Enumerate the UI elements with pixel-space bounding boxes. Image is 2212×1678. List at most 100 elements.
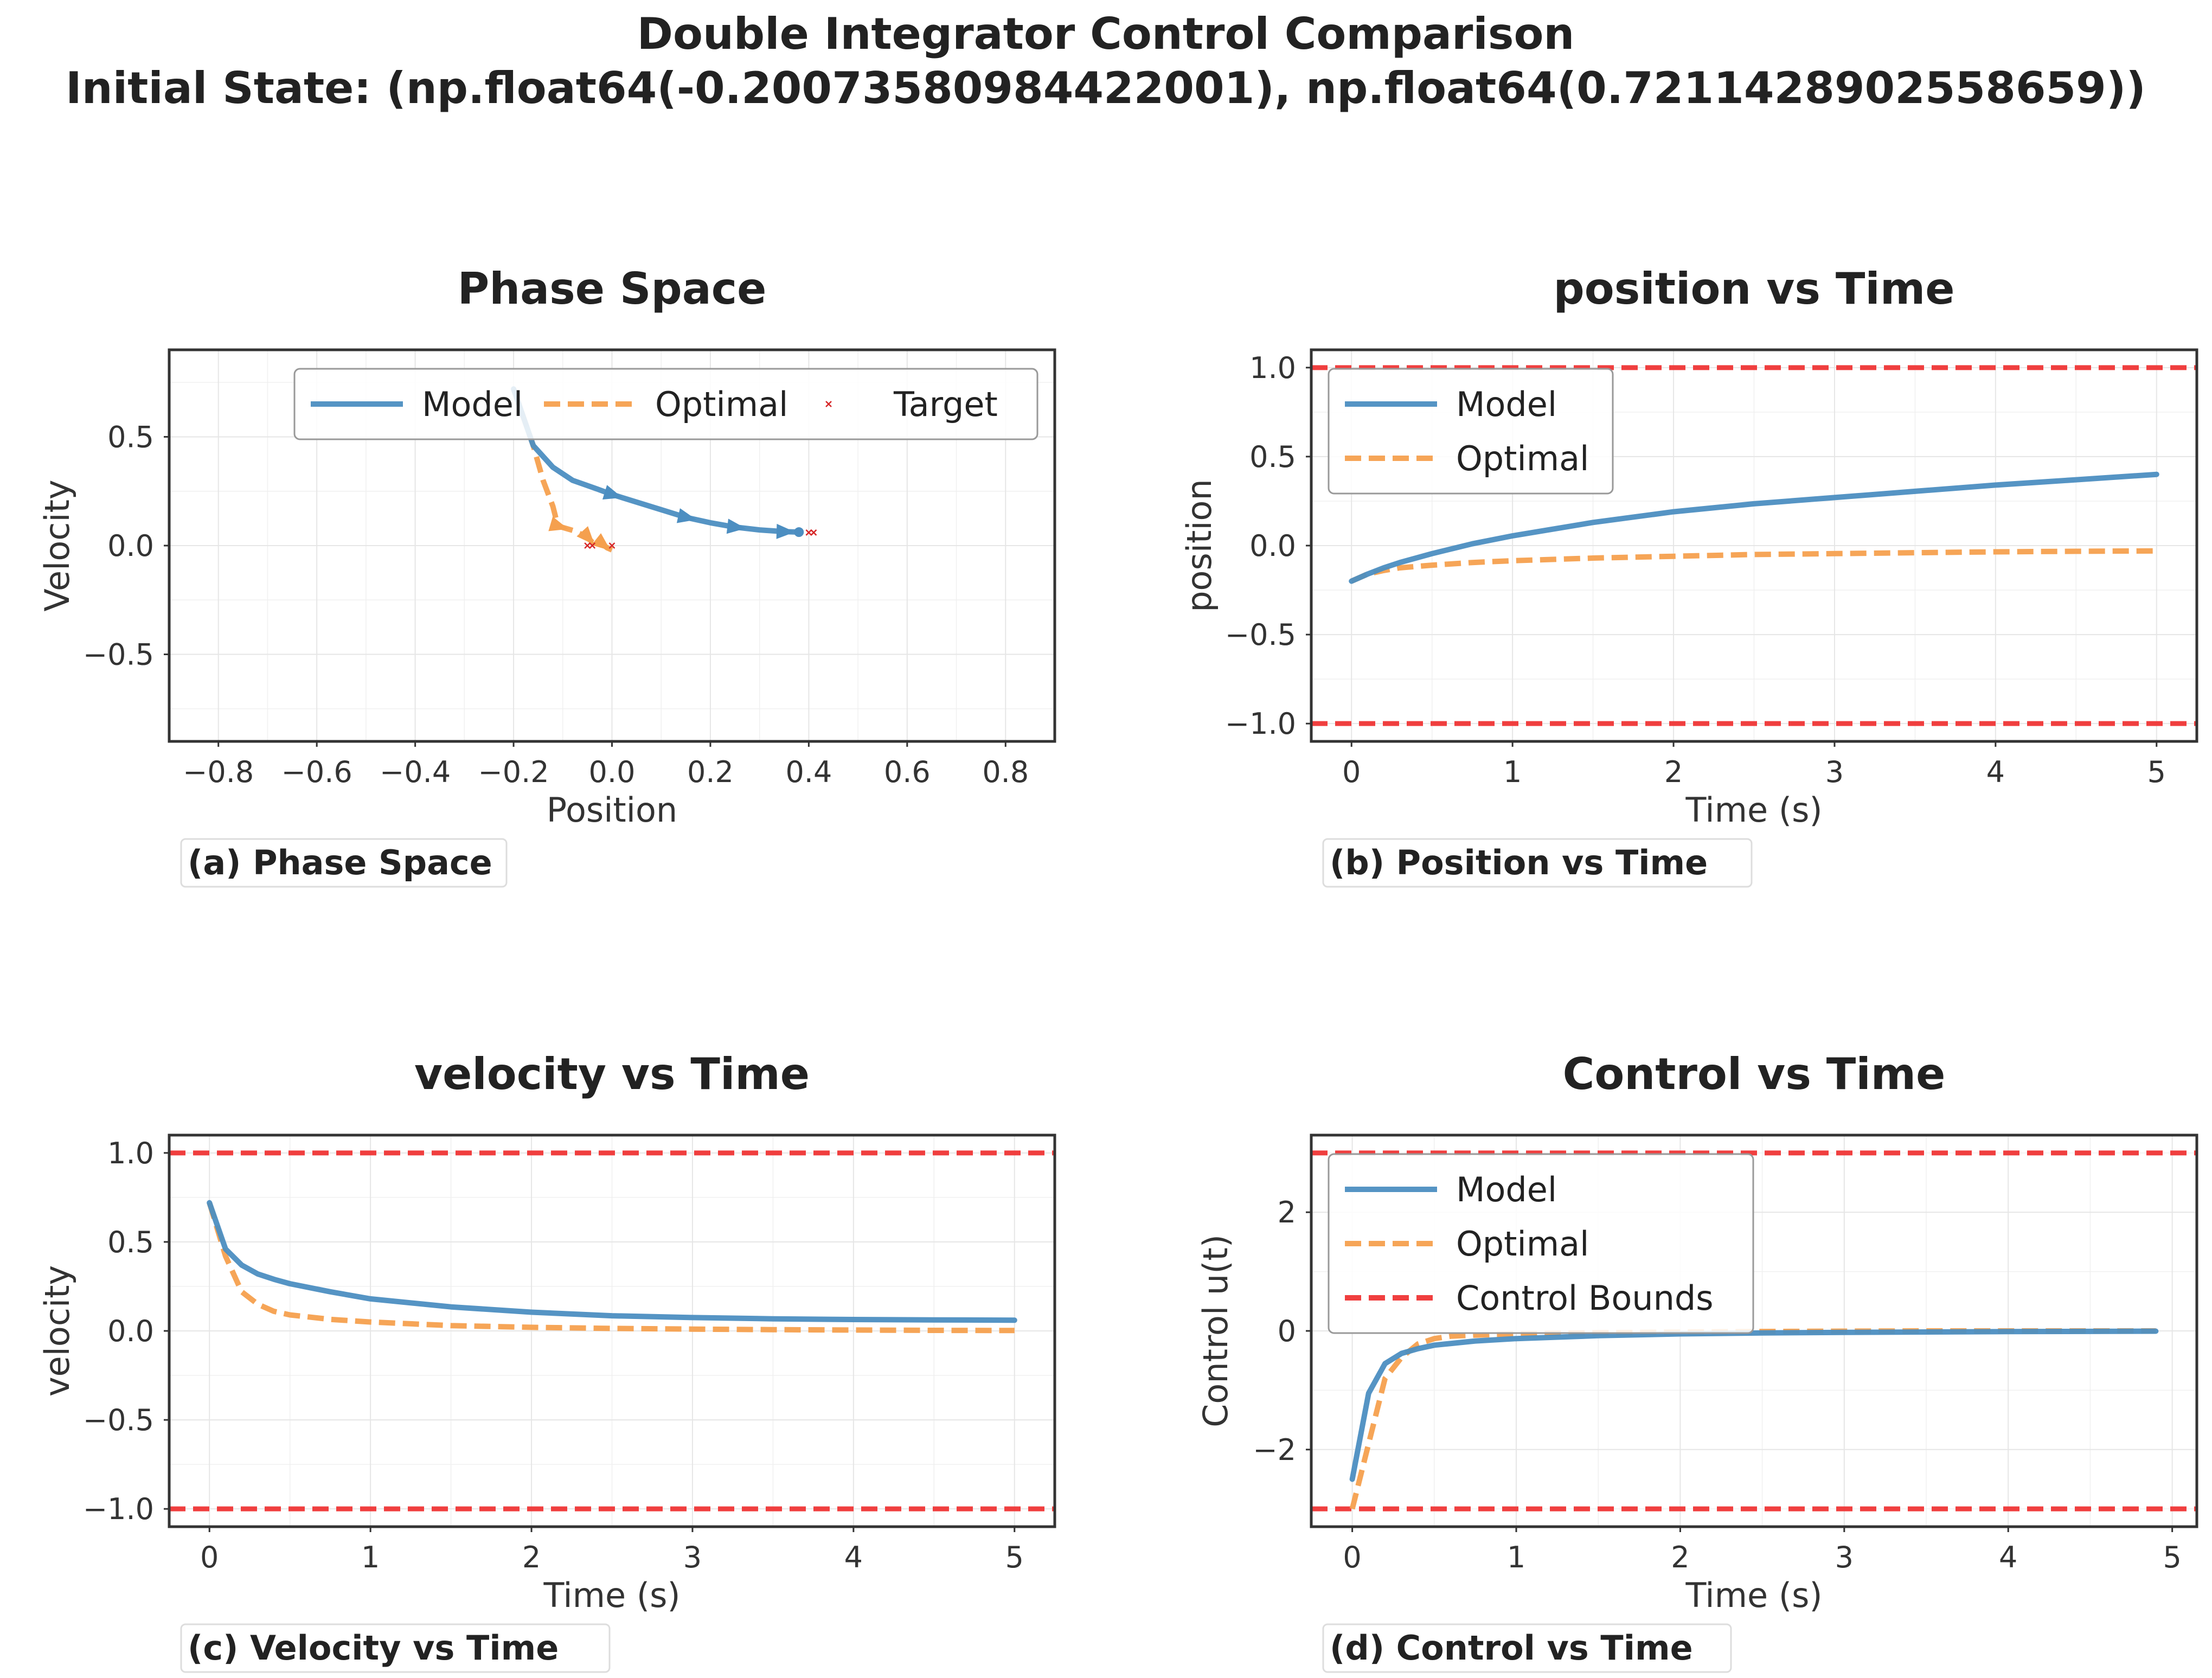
x-tick-label: 4 [1999,1540,2017,1574]
target-marker [584,542,591,549]
direction-arrow [776,523,796,539]
panel-caption-text: (d) Control vs Time [1330,1628,1693,1668]
legend-box [1328,368,1614,495]
x-axis-label: Time (s) [543,1575,680,1615]
series-line-optimal [1350,548,2157,584]
direction-arrow [602,485,623,499]
y-tick-label: 0.0 [1249,529,1296,563]
legend-label: Optimal [655,385,788,424]
direction-arrow [576,526,595,545]
panel-title: velocity vs Time [414,1049,810,1099]
y-tick-label: 0 [1278,1314,1296,1348]
panel-caption-box [1322,838,1753,888]
legend-marker-target [825,401,832,407]
x-tick-label: 4 [1986,755,2005,789]
legend-label: Model [1456,385,1557,424]
x-axis-label: Time (s) [1685,790,1822,830]
series-line-optimal [207,1202,1015,1334]
legend-box [293,368,1038,440]
legend: Model Optimal Target [293,368,1038,440]
y-tick-label: 0.5 [107,1225,154,1259]
target-marker [810,529,817,536]
x-tick-label: 3 [1825,755,1844,789]
y-tick-label: −0.5 [1225,618,1296,652]
direction-arrow [726,518,746,534]
y-tick-label: −2 [1253,1433,1296,1467]
series-line-optimal [1349,1328,2156,1510]
x-tick-label: 1 [1503,755,1522,789]
x-tick-label: 5 [2147,755,2166,789]
grid [169,1135,1055,1527]
y-tick-label: 1.0 [107,1136,154,1170]
y-tick-label: 0.0 [107,1314,154,1348]
legend-label: Control Bounds [1456,1278,1714,1318]
plot-area [169,1150,1055,1512]
panel-title: position vs Time [1554,264,1955,314]
x-tick-label: 0.4 [785,755,832,789]
panel-caption-box [1322,1623,1732,1673]
legend: Model Optimal Control Bounds [1328,1153,1754,1334]
x-axis-label: Time (s) [1685,1575,1822,1615]
legend: Model Optimal [1328,368,1614,495]
x-tick-label: 0 [200,1540,219,1574]
direction-arrow [591,533,611,551]
figure-title-line2: Initial State: (np.float64(-0.2007358098… [66,63,2146,113]
plot-area [1311,365,2197,726]
panel-caption-text: (c) Velocity vs Time [188,1628,559,1668]
panel-position-vs-time: position vs Time 0 1 2 3 4 5 −1.0 −0.5 0.0 0.5 1.0 T… [1179,264,2198,888]
panel-caption: (b) Position vs Time [1322,838,1753,888]
panel-caption-box [180,838,508,888]
x-tick-label: 2 [1664,755,1683,789]
series-line-model [1349,1328,2159,1482]
x-tick-label: −0.8 [183,755,254,789]
x-tick-label: 2 [1671,1540,1689,1574]
panel-title: Phase Space [458,264,767,314]
y-axis-label: Control u(t) [1196,1234,1235,1427]
x-tick-label: 1 [1507,1540,1525,1574]
x-tick-label: 3 [683,1540,702,1574]
panel-caption: (c) Velocity vs Time [180,1623,611,1673]
panel-velocity-vs-time: velocity vs Time 0 1 2 3 4 5 −1.0 −0.5 0.0 0.5 1.0 T… [37,1049,1056,1673]
legend-label: Model [1456,1170,1557,1209]
x-tick-label: −0.4 [380,755,451,789]
x-tick-label: 1 [361,1540,380,1574]
panel-phase-space: Phase Space −0.8 −0.6 −0.4 −0.2 0.0 0.2 0.4 0.6 0… [37,264,1056,888]
panel-caption-box [180,1623,611,1673]
target-marker [589,542,596,549]
x-tick-label: 0.8 [982,755,1029,789]
x-tick-label: 0.0 [589,755,636,789]
direction-arrow [676,508,697,523]
target-marker [805,529,812,536]
plot-area [511,386,817,553]
x-tick-label: 5 [2163,1540,2181,1574]
y-tick-label: 1.0 [1249,351,1296,385]
x-tick-label: 0 [1343,1540,1361,1574]
panel-title: Control vs Time [1563,1049,1946,1099]
legend-label: Optimal [1456,439,1589,478]
y-tick-label: −1.0 [1225,707,1296,741]
series-line-model [1349,471,2159,584]
legend-label: Optimal [1456,1224,1589,1264]
y-axis-label: velocity [37,1265,77,1397]
x-tick-label: 0 [1342,755,1361,789]
x-tick-label: 0.2 [687,755,734,789]
x-tick-label: 3 [1835,1540,1854,1574]
end-point [794,527,804,537]
y-tick-label: −0.5 [83,638,154,672]
panel-caption: (d) Control vs Time [1322,1623,1732,1673]
y-tick-label: 2 [1278,1195,1296,1229]
y-tick-label: −1.0 [83,1492,154,1526]
legend-box [1328,1153,1754,1334]
y-tick-label: 0.5 [1249,440,1296,474]
series-line-model [207,1200,1017,1323]
plot-area [1311,1150,2197,1512]
target-marker [608,542,615,549]
y-tick-label: 0.5 [107,420,154,454]
y-axis-label: position [1179,479,1219,612]
y-tick-label: −0.5 [83,1403,154,1437]
direction-arrow [548,516,568,531]
panel-caption: (a) Phase Space [180,838,508,888]
figure-title-line1: Double Integrator Control Comparison [637,9,1575,59]
